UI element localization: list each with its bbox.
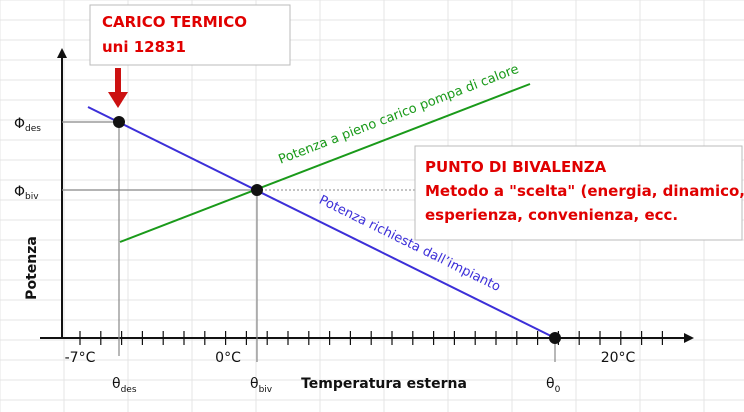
x-mark: θdes <box>112 376 137 395</box>
x-mark: θ0 <box>546 376 561 395</box>
callout-text: CARICO TERMICO <box>102 13 247 31</box>
callout-arrowhead <box>108 92 128 108</box>
y-mark: Φdes <box>14 116 41 134</box>
demand-line <box>87 106 556 339</box>
callout-text: PUNTO DI BIVALENZA <box>425 158 607 176</box>
point-biv <box>251 184 263 196</box>
x-mark: θbiv <box>250 376 273 395</box>
y-mark: Φbiv <box>14 184 39 202</box>
heat-pump-line <box>119 83 531 243</box>
callout-box <box>89 4 291 66</box>
guides <box>62 121 556 362</box>
temp-label: -7°C <box>65 350 96 366</box>
y-axis-label: Potenza <box>24 236 40 300</box>
callout-box <box>414 145 743 241</box>
point-0 <box>549 332 561 344</box>
temp-label: 20°C <box>601 350 636 366</box>
temp-label: 0°C <box>215 350 241 366</box>
callout-text: esperienza, convenienza, ecc. <box>425 206 678 224</box>
callout-text: Metodo a "scelta" (energia, dinamico, <box>425 182 744 200</box>
point-des <box>113 116 125 128</box>
x-axis-label: Temperatura esterna <box>301 376 467 392</box>
callout-text: uni 12831 <box>102 38 186 56</box>
